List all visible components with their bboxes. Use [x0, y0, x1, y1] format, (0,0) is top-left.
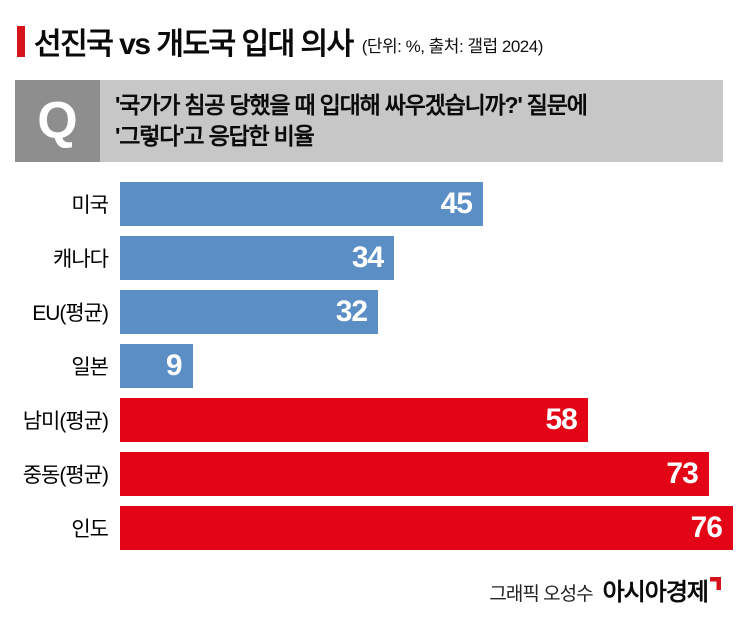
- chart-row: 중동(평균) 73: [0, 452, 733, 496]
- q-badge-letter: Q: [37, 92, 78, 150]
- chart-row: 캐나다 34: [0, 236, 733, 280]
- graphic-credit: 그래픽 오성수: [489, 584, 593, 605]
- bar: 76: [120, 506, 733, 550]
- bar-track: 32: [120, 290, 733, 334]
- chart-header: 선진국 vs 개도국 입대 의사 (단위: %, 출처: 갤럽 2024): [17, 22, 745, 61]
- category-label: 남미(평균): [22, 410, 109, 433]
- bar: 32: [120, 290, 379, 334]
- bar-track: 76: [120, 506, 733, 550]
- value-label: 34: [351, 241, 384, 274]
- question-line-2: '그렇다'고 응답한 비율: [115, 123, 315, 149]
- bar-track: 45: [120, 182, 733, 226]
- chart-row: 남미(평균) 58: [0, 398, 733, 442]
- brand-logo: 아시아경제: [602, 579, 709, 606]
- question-text: '국가가 침공 당했을 때 입대해 싸우겠습니까?' 질문에 '그렇다'고 응답…: [100, 80, 588, 162]
- category-label: 인도: [71, 518, 109, 541]
- infographic-page: { "header": { "title": "선진국 vs 개도국 입대 의사…: [0, 22, 745, 640]
- bar: 34: [120, 236, 395, 280]
- value-label: 32: [335, 295, 368, 328]
- chart-row: 미국 45: [0, 182, 733, 226]
- brand-logo-mark: [710, 577, 721, 595]
- bar: 73: [120, 452, 709, 496]
- bar-track: 34: [120, 236, 733, 280]
- title-unit-source: (단위: %, 출처: 갤럽 2024): [361, 36, 544, 56]
- bar-track: 58: [120, 398, 733, 442]
- q-badge: Q: [15, 80, 100, 162]
- value-label: 9: [165, 349, 183, 382]
- question-line-1: '국가가 침공 당했을 때 입대해 싸우겠습니까?' 질문에: [115, 92, 588, 118]
- bar: 45: [120, 182, 483, 226]
- value-label: 58: [545, 403, 577, 436]
- chart-row: EU(평균) 32: [0, 290, 733, 334]
- chart-row: 일본 9: [0, 344, 733, 388]
- footer: 그래픽 오성수 아시아경제: [0, 572, 721, 607]
- category-label: 중동(평균): [22, 464, 109, 487]
- question-box: Q '국가가 침공 당했을 때 입대해 싸우겠습니까?' 질문에 '그렇다'고 …: [15, 80, 723, 162]
- category-label: EU(평균): [32, 302, 109, 325]
- chart-row: 인도 76: [0, 506, 733, 550]
- bar-chart: 미국 45 캐나다 34 EU(평균) 32 일본 9 남미(평균) 58 중동(평균) 73 인도 76: [0, 182, 733, 550]
- page-title: 선진국 vs 개도국 입대 의사: [34, 28, 354, 61]
- value-label: 73: [666, 457, 698, 490]
- value-label: 76: [690, 511, 723, 544]
- category-label: 캐나다: [53, 248, 109, 271]
- category-label: 일본: [71, 356, 109, 379]
- bar: 9: [120, 344, 193, 388]
- value-label: 45: [440, 187, 473, 220]
- category-label: 미국: [71, 194, 109, 217]
- bar-track: 9: [120, 344, 733, 388]
- bar: 58: [120, 398, 588, 442]
- bar-track: 73: [120, 452, 733, 496]
- title-accent-bar: [17, 25, 25, 57]
